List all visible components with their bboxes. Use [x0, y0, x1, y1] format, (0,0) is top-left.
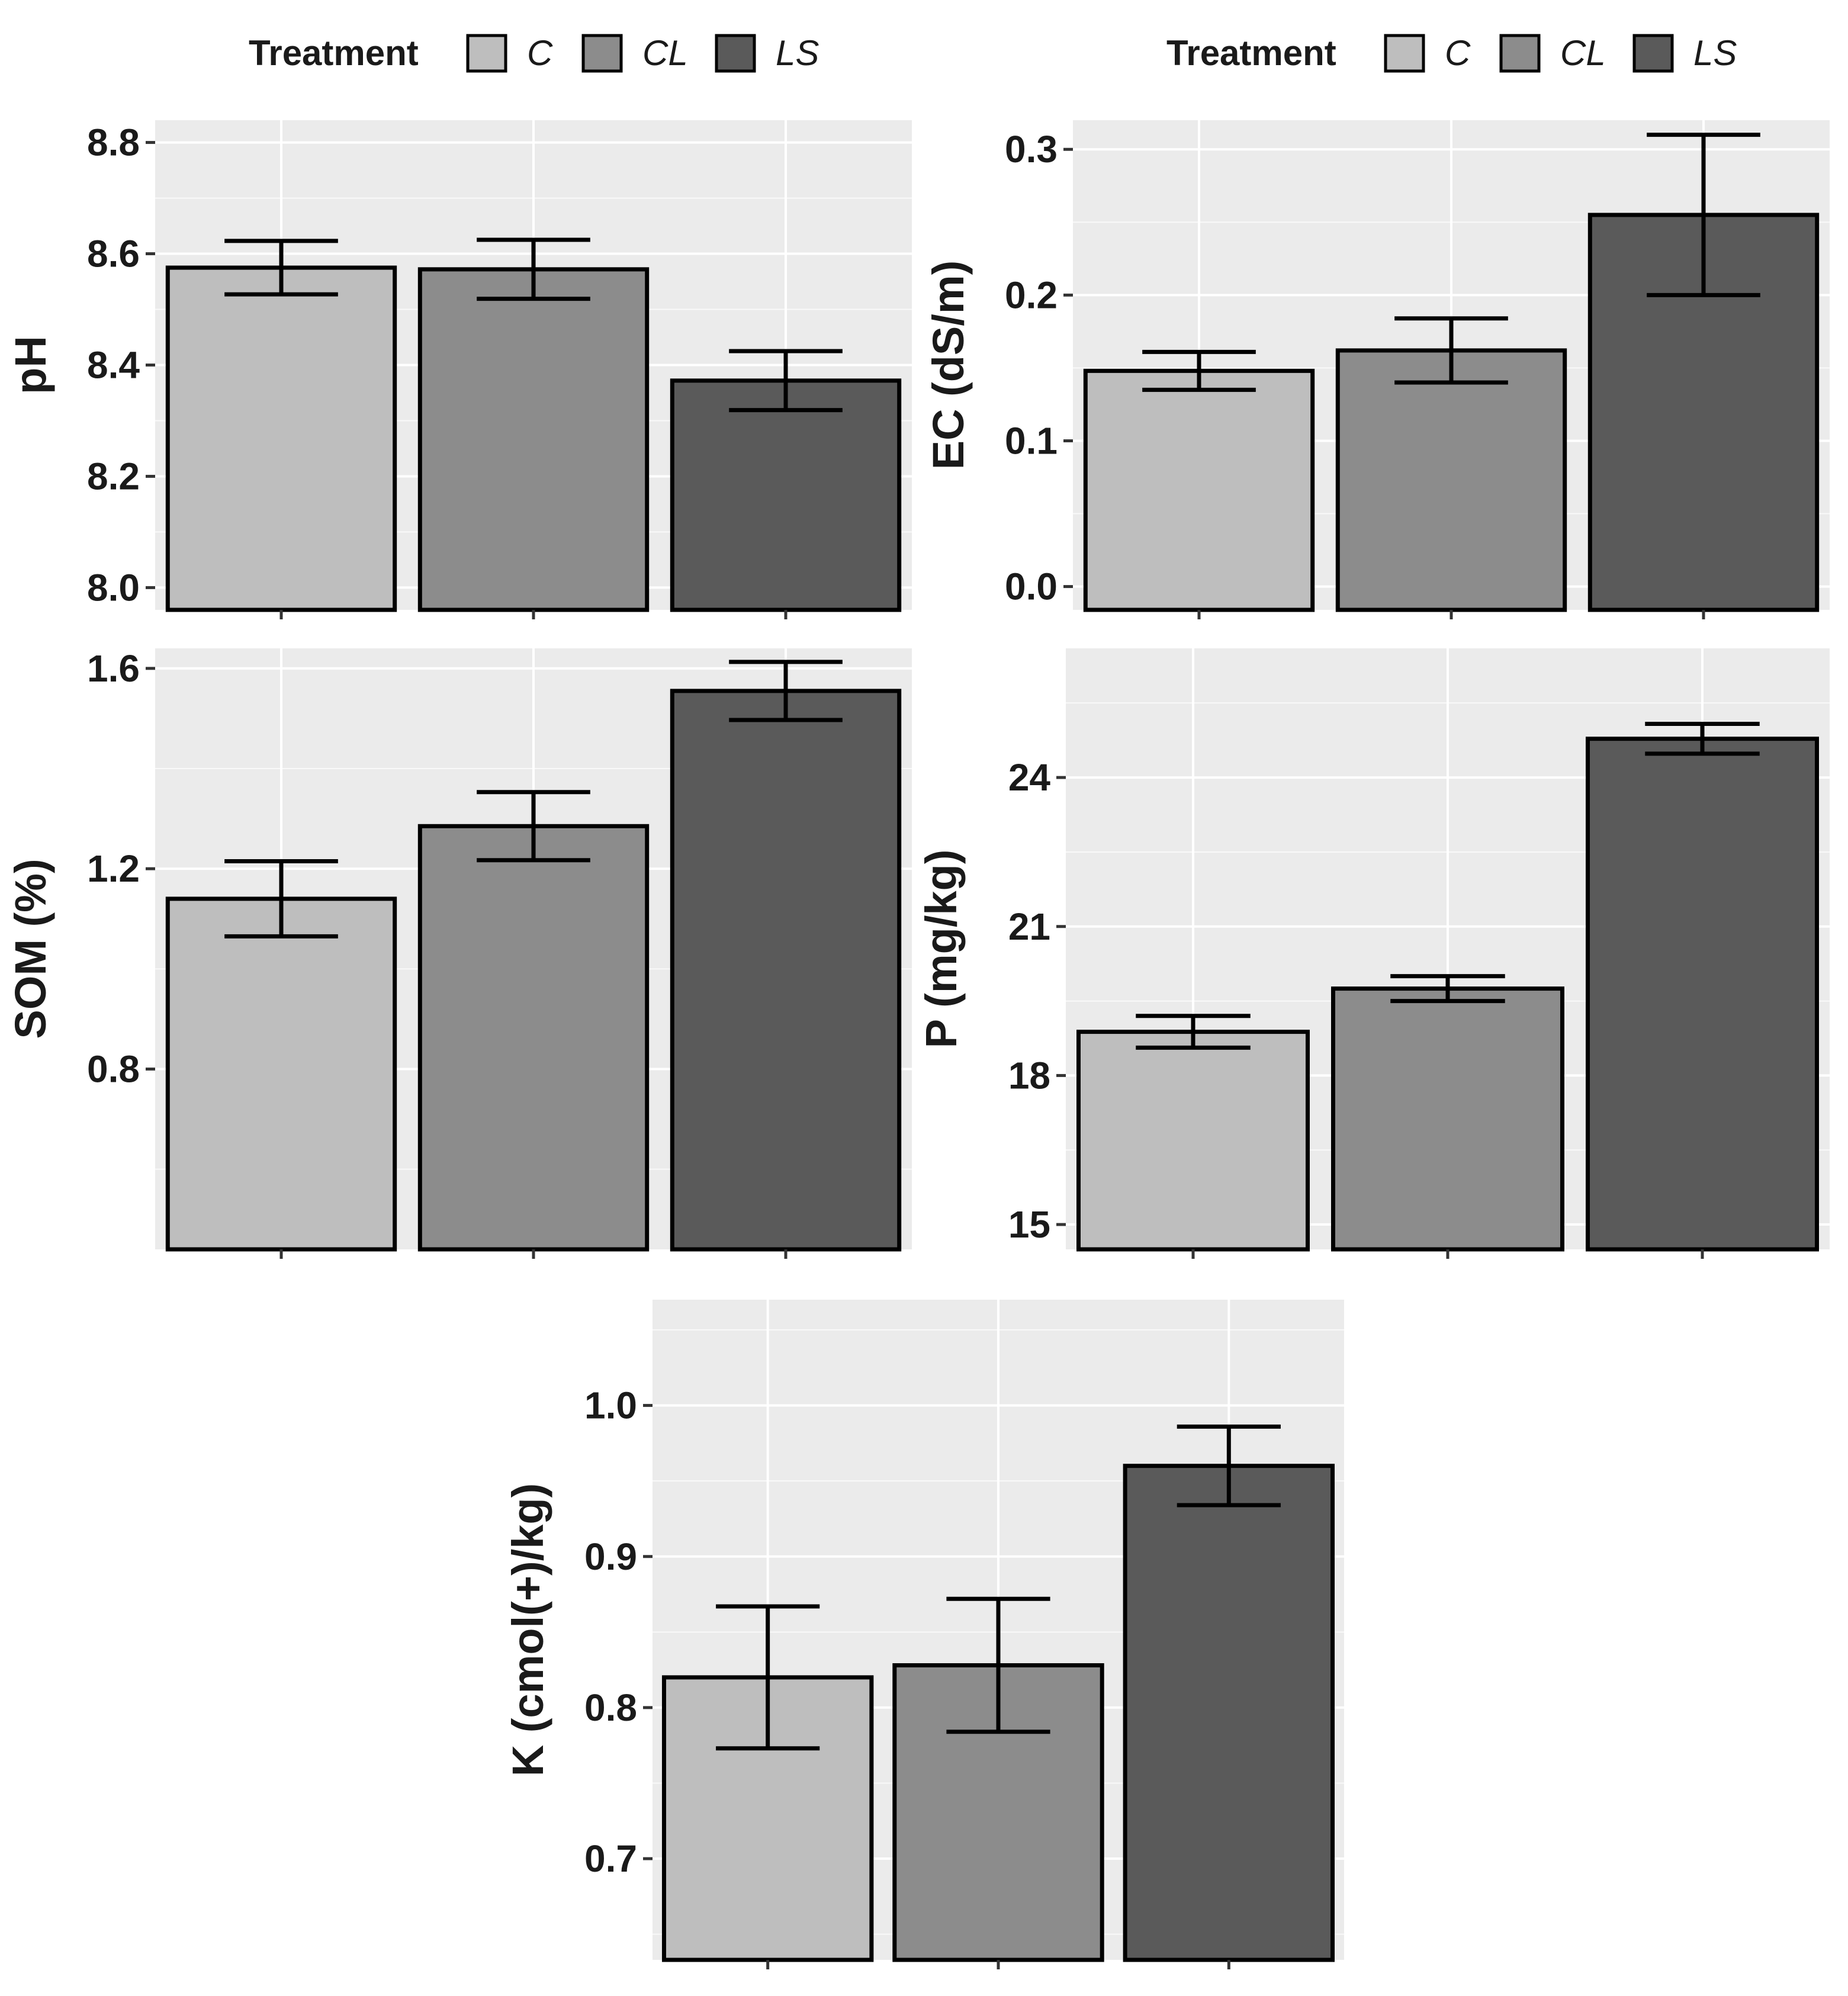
y-tick-label: 1.6	[87, 647, 140, 690]
y-tick-label: 8.8	[87, 121, 140, 164]
y-axis-title: pH	[6, 336, 55, 394]
legend-label-cl: CL	[1560, 33, 1606, 73]
y-tick-label: 0.8	[584, 1686, 637, 1729]
y-tick-label: 21	[1008, 905, 1050, 948]
y-tick-label: 0.1	[1005, 419, 1058, 462]
y-tick-label: 8.6	[87, 233, 140, 275]
bar-cl	[417, 824, 650, 1252]
bar-c	[1083, 368, 1315, 612]
y-tick-label: 24	[1008, 756, 1051, 799]
bar-c	[165, 265, 397, 612]
bar-ls	[670, 378, 902, 612]
bar-cl	[1335, 348, 1567, 612]
y-tick-label: 1.2	[87, 847, 140, 890]
legend-label-ls: LS	[1693, 33, 1737, 73]
y-tick-label: 8.4	[87, 344, 140, 387]
bar-cl	[1331, 986, 1564, 1252]
legend-label-ls: LS	[776, 33, 819, 73]
y-tick-label: 15	[1008, 1203, 1050, 1246]
y-tick-label: 0.9	[584, 1535, 637, 1578]
legend-ec: Treatment C CL LS	[1166, 33, 1737, 73]
bar-ls	[1123, 1464, 1335, 1962]
legend-label-c: C	[1445, 33, 1471, 73]
chart-k: 0.7 0.8 0.9 1.0 K (cmol(+)/kg)	[503, 1300, 1344, 1969]
y-tick-label: 8.0	[87, 566, 140, 609]
chart-ec: 0.0 0.1 0.2 0.3 EC (dS/m)	[924, 120, 1830, 619]
y-axis-title: P (mg/kg)	[917, 850, 966, 1049]
chart-p: 15 18 21 24 P (mg/kg)	[917, 648, 1830, 1259]
y-tick-label: 0.2	[1005, 274, 1058, 316]
legend-label-cl: CL	[642, 33, 688, 73]
chart-ph: 8.0 8.2 8.4 8.6 8.8 pH	[6, 120, 912, 619]
y-axis-title: EC (dS/m)	[924, 261, 973, 470]
bar-ls	[670, 689, 902, 1252]
legend-title: Treatment	[1166, 33, 1336, 73]
legend-key-cl	[1499, 34, 1541, 73]
bar-ls	[1586, 737, 1819, 1252]
y-tick-label: 0.7	[584, 1837, 637, 1880]
y-tick-label: 0.8	[87, 1048, 140, 1091]
y-tick-label: 1.0	[584, 1384, 637, 1427]
chart-som: 0.8 1.2 1.6 SOM (%)	[6, 647, 912, 1259]
legend-title: Treatment	[249, 33, 419, 73]
y-tick-label: 0.0	[1005, 565, 1058, 608]
y-tick-label: 18	[1008, 1054, 1050, 1097]
y-tick-label: 0.3	[1005, 128, 1058, 171]
y-tick-label: 8.2	[87, 455, 140, 497]
legend-key-ls	[715, 34, 756, 73]
legend-key-c	[1384, 34, 1425, 73]
legend-key-c	[466, 34, 507, 73]
legend-label-c: C	[527, 33, 553, 73]
bar-c	[1076, 1030, 1310, 1252]
y-axis-title: SOM (%)	[6, 859, 55, 1039]
y-axis-title: K (cmol(+)/kg)	[503, 1483, 552, 1776]
bar-cl	[417, 267, 650, 612]
bar-c	[165, 896, 397, 1252]
legend-ph: Treatment C CL LS	[249, 33, 819, 73]
legend-key-ls	[1632, 34, 1674, 73]
legend-key-cl	[581, 34, 623, 73]
